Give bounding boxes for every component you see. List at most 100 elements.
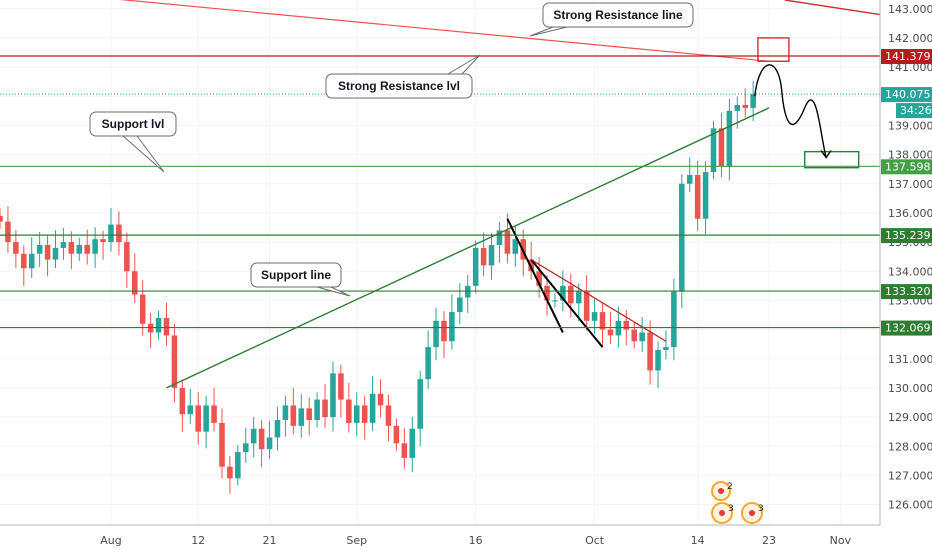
countdown-badge [896, 103, 932, 119]
candle-body [369, 393, 376, 423]
time-axis[interactable] [0, 525, 880, 550]
candle-body [139, 294, 146, 324]
candle-body [647, 332, 653, 371]
price-badge [881, 228, 932, 244]
candle-body [536, 271, 542, 286]
candle-body [21, 253, 27, 269]
x-tick-label: Nov [830, 534, 852, 547]
channel-line [506, 218, 564, 333]
x-tick-label: Sep [346, 534, 367, 547]
callout-support-line[interactable] [250, 262, 342, 288]
price-badge-label: 137.598 [885, 160, 931, 173]
candle-body [726, 110, 733, 167]
candle-body [163, 317, 170, 336]
candle-body [298, 408, 305, 426]
candle-body [346, 399, 352, 423]
candle-body [734, 105, 741, 111]
candle-body [512, 239, 519, 254]
x-axis-labels: Aug 12 21 Sep 16 Oct 14 23 Nov [100, 534, 851, 547]
price-badge [881, 159, 932, 175]
candle-body [266, 437, 273, 450]
candle-body [76, 245, 83, 254]
candle-body [433, 320, 439, 348]
projection-arrow [754, 64, 827, 158]
callout-support-lvl[interactable] [89, 111, 177, 137]
candle-body [132, 271, 138, 295]
candle-body [306, 408, 312, 420]
x-tick-label: Aug [100, 534, 121, 547]
candle-body [425, 347, 431, 380]
candle-body [108, 224, 114, 243]
candle-body [322, 399, 328, 418]
candle-body [449, 312, 455, 342]
trend-drawings [119, 0, 881, 389]
callout-label: Strong Resistance lvl [338, 79, 460, 93]
price-badge-label: 141.379 [885, 50, 931, 63]
candle-body [488, 245, 495, 266]
candle-body [583, 291, 590, 321]
x-tick-label: 12 [191, 534, 205, 547]
candle-body [155, 317, 162, 333]
channel-line [530, 258, 604, 348]
y-tick-label: 128.000 [888, 440, 932, 453]
candlestick-series [0, 80, 756, 494]
candle-body [36, 245, 43, 254]
x-tick-label: 23 [762, 534, 776, 547]
y-tick-label: 139.000 [888, 119, 932, 132]
candle-body [560, 285, 566, 301]
x-tick-label: Oct [585, 534, 605, 547]
callout-label: Support lvl [102, 117, 165, 131]
y-tick-label: 141.000 [888, 61, 932, 74]
candle-body [203, 405, 209, 432]
flag-icon [718, 488, 724, 494]
candle-body [472, 247, 479, 286]
x-tick-label: 16 [469, 534, 483, 547]
candle-body [211, 405, 217, 423]
candle-body [0, 215, 3, 222]
candle-body [623, 320, 630, 330]
candle-body [671, 291, 677, 348]
price-badge [881, 87, 932, 103]
candle-body [28, 253, 35, 269]
candle-body [480, 247, 487, 266]
price-badge [881, 320, 932, 336]
support-trendline [166, 107, 770, 389]
candle-body [187, 405, 194, 415]
callout-strong-resistance-line[interactable] [542, 2, 694, 28]
candle-body [44, 245, 51, 260]
resistance-trendline-upper [784, 0, 881, 16]
resistance-box [757, 37, 790, 62]
y-tick-label: 136.000 [888, 207, 932, 220]
candle-body [710, 128, 717, 173]
candle-body [282, 405, 289, 420]
candle-body [694, 175, 701, 219]
candle-body [124, 242, 130, 272]
candle-body [60, 242, 67, 248]
y-tick-label: 138.000 [888, 149, 932, 162]
candle-body [591, 312, 598, 321]
candle-body [330, 373, 336, 418]
candle-body [457, 297, 463, 313]
candle-body [5, 221, 11, 243]
candle-body [718, 128, 725, 167]
candle-body [338, 373, 344, 400]
price-badge [881, 284, 932, 300]
callouts: Strong Resistance line Strong Resistance … [89, 2, 694, 297]
y-tick-label: 137.000 [888, 178, 932, 191]
callout-strong-resistance-lvl[interactable] [325, 73, 473, 99]
candle-body [171, 335, 178, 388]
y-tick-label: 126.000 [888, 499, 932, 512]
y-tick-label: 142.000 [888, 32, 932, 45]
horizontal-levels [0, 55, 880, 329]
candle-body [13, 242, 19, 254]
candle-body [195, 405, 201, 432]
candle-body [179, 387, 186, 415]
candle-body [219, 422, 225, 467]
callout-label: Support line [261, 268, 331, 282]
grid [0, 0, 880, 525]
candle-body [290, 405, 297, 426]
event-markers[interactable]: 2 3 3 [711, 481, 764, 524]
candle-body [607, 329, 614, 336]
candle-body [353, 405, 360, 423]
